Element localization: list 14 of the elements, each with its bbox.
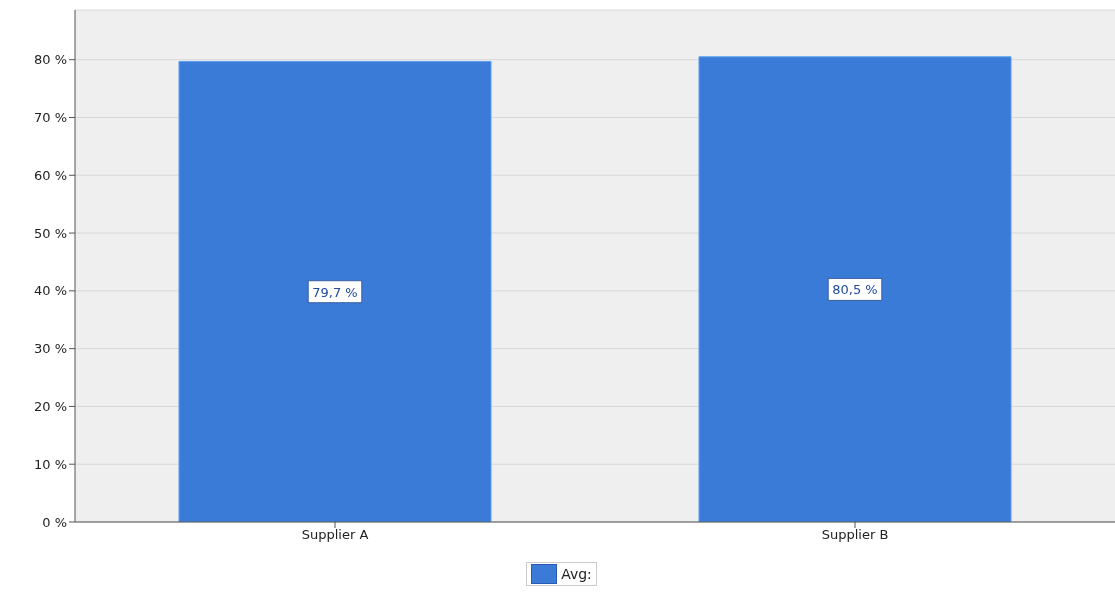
- y-tick-label: 50 %: [33, 225, 67, 241]
- x-tick-label: Supplier A: [301, 527, 369, 543]
- y-tick-label: 0 %: [42, 514, 67, 530]
- y-tick-label: 80 %: [33, 52, 67, 68]
- y-tick-label: 20 %: [33, 399, 67, 415]
- y-tick-label: 70 %: [33, 110, 67, 126]
- data-label: 79,7 %: [312, 284, 358, 300]
- y-tick-label: 60 %: [33, 167, 67, 183]
- data-label: 80,5 %: [832, 282, 878, 298]
- x-tick-label: Supplier B: [821, 527, 889, 543]
- text: Avg:: [561, 566, 592, 582]
- y-tick-label: 40 %: [33, 283, 67, 299]
- y-tick-label: 30 %: [33, 341, 67, 357]
- y-tick-label: 10 %: [33, 456, 67, 472]
